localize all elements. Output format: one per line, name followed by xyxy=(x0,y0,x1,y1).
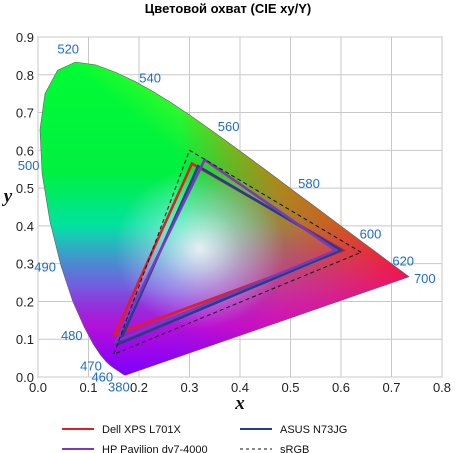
y-tick-label: 0.5 xyxy=(16,181,34,196)
x-axis-label: x xyxy=(234,393,245,414)
y-axis-label: y xyxy=(2,186,13,207)
wavelength-label: 600 xyxy=(360,226,382,241)
spectral-locus xyxy=(39,61,410,376)
wavelength-label: 520 xyxy=(57,42,79,57)
x-tick-label: 0.0 xyxy=(29,380,47,395)
y-tick-label: 0.8 xyxy=(16,68,34,83)
x-tick-label: 0.1 xyxy=(79,380,97,395)
legend-label: Dell XPS L701X xyxy=(102,424,182,436)
chart-title: Цветовой охват (CIE xy/Y) xyxy=(144,1,312,16)
y-tick-label: 0.6 xyxy=(16,143,34,158)
wavelength-label: 560 xyxy=(218,119,240,134)
y-tick-label: 0.1 xyxy=(16,332,34,347)
x-tick-label: 0.3 xyxy=(180,380,198,395)
wavelength-label: 490 xyxy=(34,259,56,274)
legend: Dell XPS L701X ASUS N73JG HP Pavilion dv7-… xyxy=(62,424,347,453)
wavelength-label: 470 xyxy=(80,358,102,373)
y-tick-label: 0.0 xyxy=(16,370,34,385)
x-tick-label: 0.5 xyxy=(281,380,299,395)
x-tick-label: 0.7 xyxy=(382,380,400,395)
x-tick-label: 0.2 xyxy=(130,380,148,395)
wavelength-label: 580 xyxy=(298,176,320,191)
legend-label: HP Pavilion dv7-4000 xyxy=(102,444,208,453)
gamut-triangle-4 xyxy=(112,149,363,356)
wavelength-label: 460 xyxy=(91,370,113,385)
wavelength-label: 500 xyxy=(18,158,40,173)
x-tick-label: 0.8 xyxy=(433,380,451,395)
x-tick-label: 0.6 xyxy=(332,380,350,395)
y-tick-label: 0.4 xyxy=(16,219,34,234)
wavelength-label: 380 xyxy=(108,380,130,395)
wavelength-label: 620 xyxy=(392,254,414,269)
gamut-triangle-3 xyxy=(113,157,339,344)
y-tick-label: 0.9 xyxy=(16,30,34,45)
wavelength-label: 540 xyxy=(139,70,161,85)
wavelength-label: 700 xyxy=(414,271,436,286)
x-tick-label: 0.4 xyxy=(231,380,249,395)
legend-label: ASUS N73JG xyxy=(280,424,347,436)
y-tick-label: 0.7 xyxy=(16,106,34,121)
y-tick-label: 0.3 xyxy=(16,257,34,272)
y-tick-label: 0.2 xyxy=(16,294,34,309)
wavelength-label: 480 xyxy=(61,328,83,343)
legend-label: sRGB xyxy=(280,444,309,453)
